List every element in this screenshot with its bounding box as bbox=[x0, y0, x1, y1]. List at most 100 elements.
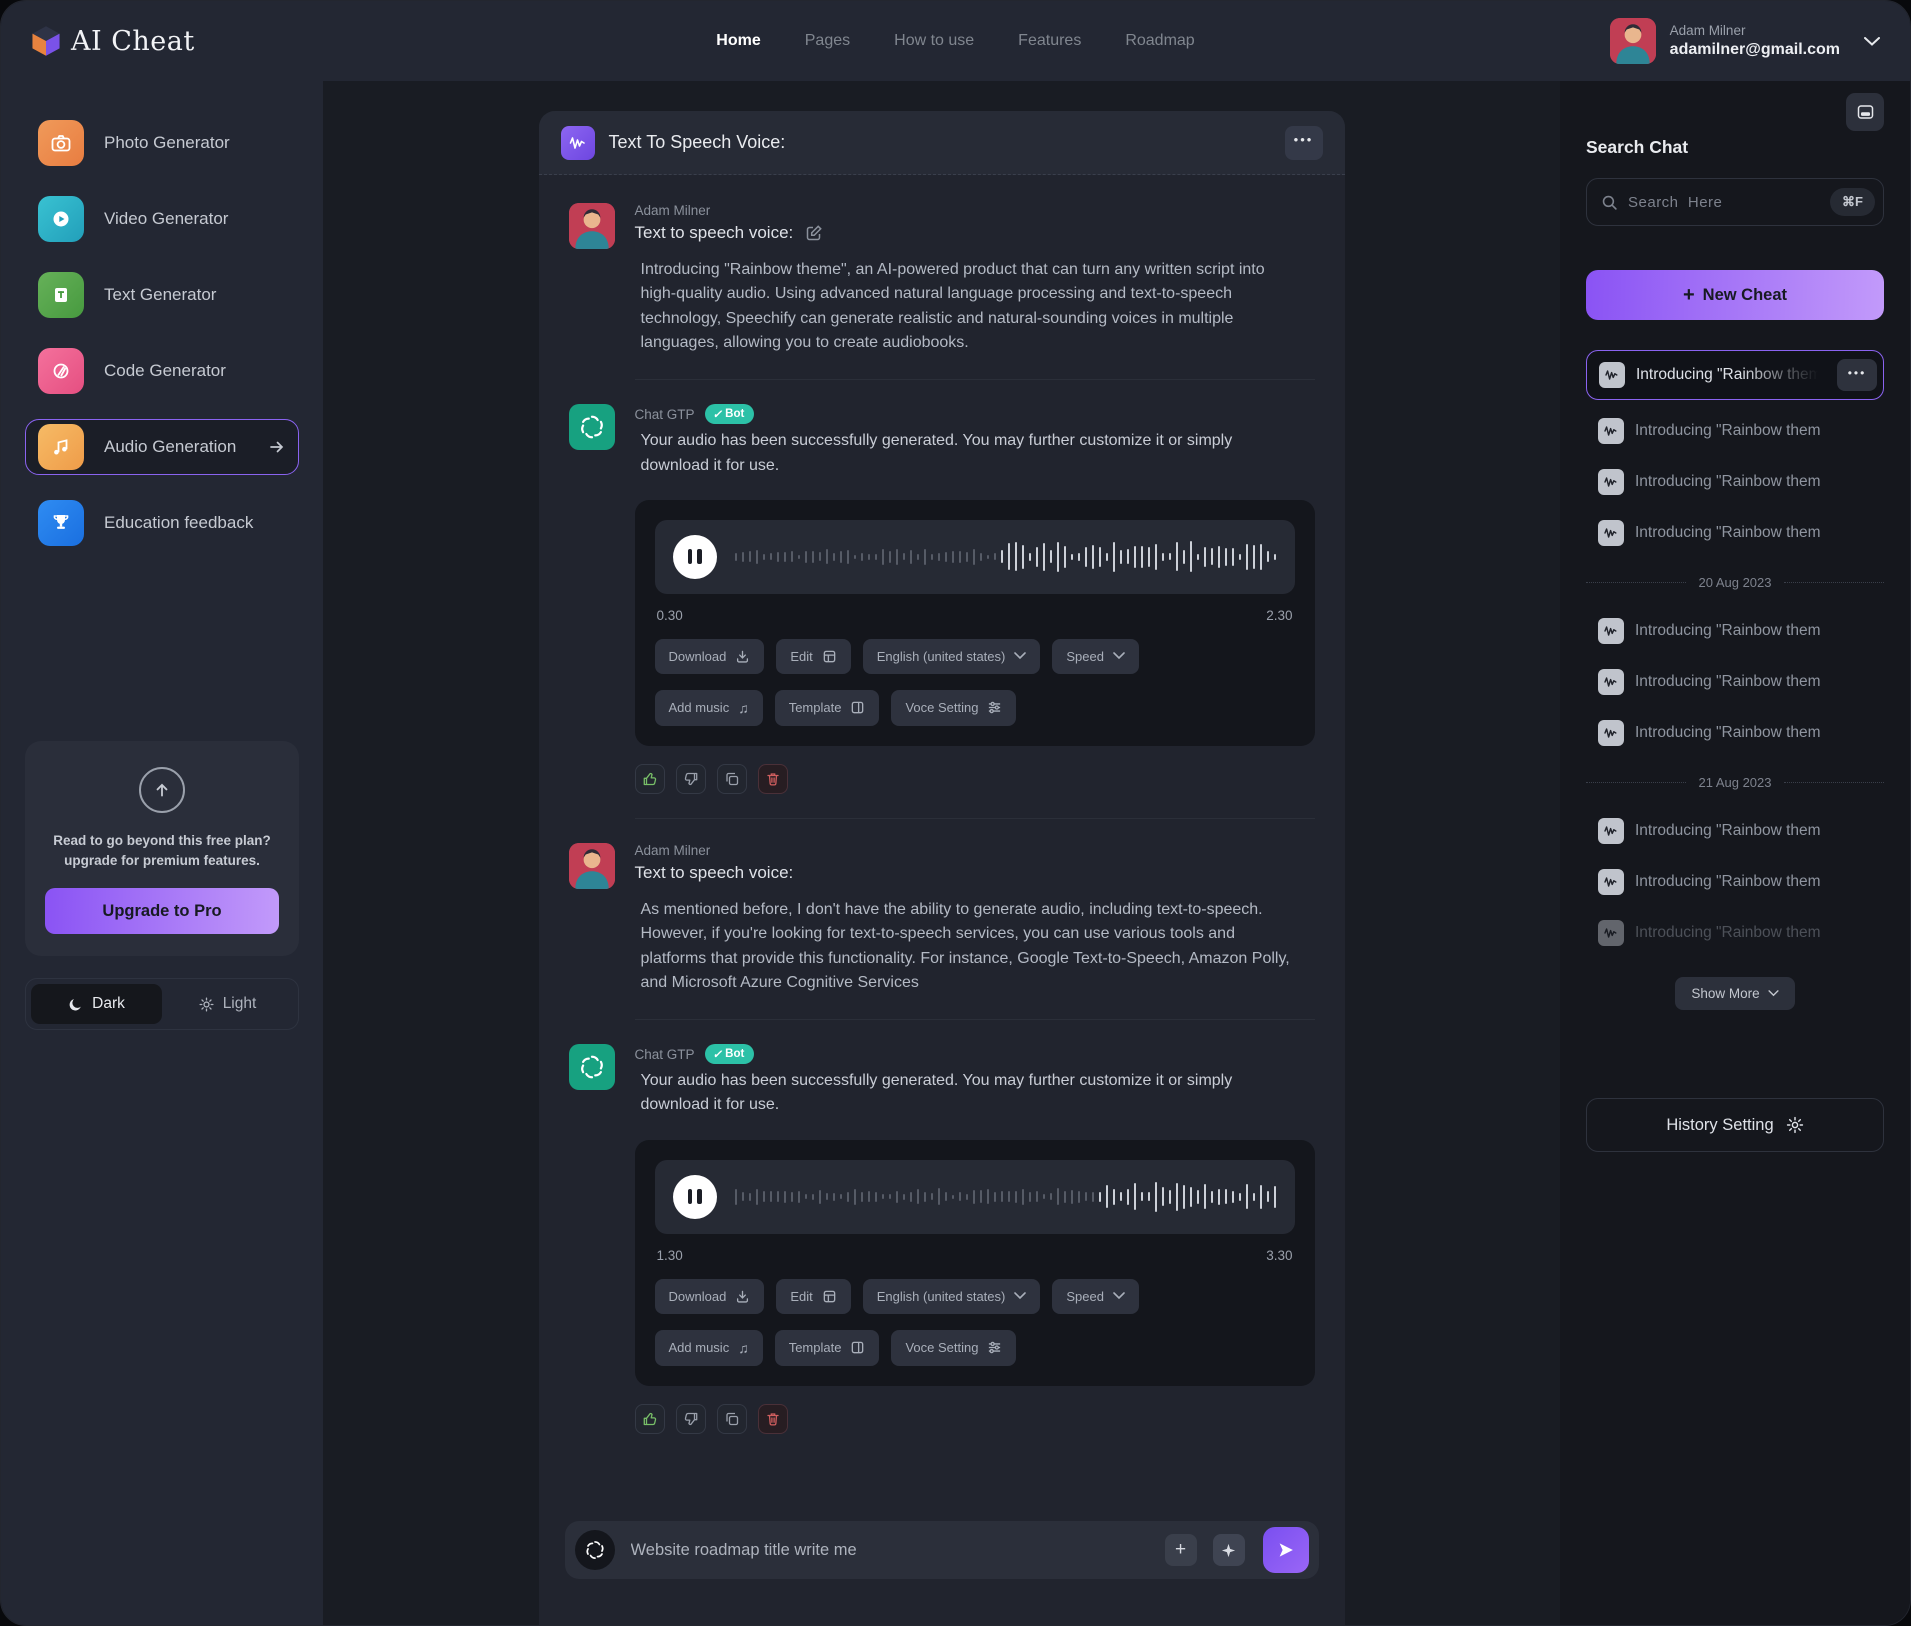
language-select[interactable]: English (united states) bbox=[862, 1278, 1041, 1314]
current-time: 0.30 bbox=[656, 607, 683, 623]
waveform-icon bbox=[1598, 818, 1624, 844]
chat-options-button[interactable]: ••• bbox=[1284, 125, 1323, 160]
message-body: Your audio has been successfully generat… bbox=[640, 432, 1233, 474]
chevron-down-icon bbox=[1768, 990, 1779, 997]
voice-setting-button[interactable]: Voce Setting bbox=[891, 689, 1017, 726]
edit-button[interactable]: Edit bbox=[776, 1278, 851, 1314]
sidebar-item-label: Audio Generation bbox=[104, 437, 237, 456]
sidebar-item-code-generator[interactable]: Code Generator bbox=[25, 343, 299, 399]
send-button[interactable] bbox=[1262, 1527, 1309, 1573]
history-item[interactable]: Introducing "Rainbow them bbox=[1586, 411, 1884, 451]
chevron-down-icon[interactable] bbox=[1864, 36, 1880, 46]
thumbs-down-button[interactable] bbox=[675, 1403, 706, 1434]
sidebar-item-video-generator[interactable]: Video Generator bbox=[25, 191, 299, 247]
language-select[interactable]: English (united states) bbox=[862, 638, 1041, 674]
nav-link-features[interactable]: Features bbox=[1018, 32, 1082, 49]
copy-button[interactable] bbox=[716, 1403, 747, 1434]
delete-button[interactable] bbox=[757, 763, 788, 794]
history-item[interactable]: Introducing "Rainbow them bbox=[1586, 611, 1884, 651]
history-item-active[interactable]: Introducing "Rainbow theme", a ••• bbox=[1586, 350, 1884, 400]
chevron-down-icon bbox=[1014, 652, 1027, 660]
chevron-down-icon bbox=[1113, 652, 1125, 660]
message-subtitle: Text to speech voice: bbox=[635, 223, 1315, 243]
sidebar-item-education-feedback[interactable]: Education feedback bbox=[25, 495, 299, 551]
sidebar-item-label: Education feedback bbox=[104, 513, 254, 532]
add-music-button[interactable]: Add music ♫ bbox=[654, 1329, 763, 1366]
prompt-input-bar: + bbox=[564, 1521, 1319, 1579]
sun-icon bbox=[199, 997, 214, 1012]
waveform-icon bbox=[560, 125, 595, 160]
message-author: Adam Milner bbox=[634, 203, 711, 218]
speed-select[interactable]: Speed bbox=[1052, 1278, 1139, 1314]
audio-waveform[interactable] bbox=[734, 1160, 1277, 1234]
nav-link-home[interactable]: Home bbox=[716, 32, 761, 49]
search-icon bbox=[1601, 194, 1618, 211]
waveform-icon bbox=[1598, 669, 1624, 695]
thumbs-up-button[interactable] bbox=[634, 763, 665, 794]
check-icon: ✓ bbox=[712, 409, 723, 422]
history-item[interactable]: Introducing "Rainbow them bbox=[1586, 462, 1884, 502]
delete-button[interactable] bbox=[757, 1403, 788, 1434]
sidebar-item-photo-generator[interactable]: Photo Generator bbox=[25, 115, 299, 171]
message-author-row: Chat GTP ✓ Bot bbox=[635, 1044, 1315, 1065]
waveform-icon bbox=[1598, 418, 1624, 444]
avatar bbox=[568, 842, 615, 889]
copy-button[interactable] bbox=[716, 763, 747, 794]
audio-waveform[interactable] bbox=[734, 520, 1277, 594]
theme-dark-button[interactable]: Dark bbox=[31, 984, 162, 1025]
nav-link-roadmap[interactable]: Roadmap bbox=[1125, 32, 1195, 49]
nav-link-how-to-use[interactable]: How to use bbox=[894, 32, 975, 49]
total-time: 3.30 bbox=[1266, 1247, 1293, 1263]
user-menu[interactable]: Adam Milner adamilner@gmail.com bbox=[1609, 18, 1880, 64]
history-item[interactable]: Introducing "Rainbow them bbox=[1586, 811, 1884, 851]
user-info: Adam Milner adamilner@gmail.com bbox=[1670, 23, 1840, 59]
nav-link-pages[interactable]: Pages bbox=[804, 32, 851, 49]
search-input[interactable] bbox=[1628, 193, 1821, 211]
history-item[interactable]: Introducing "Rainbow them bbox=[1586, 513, 1884, 553]
sidebar-item-text-generator[interactable]: Text Generator bbox=[25, 267, 299, 323]
sidebar-item-audio-generation[interactable]: Audio Generation bbox=[25, 419, 299, 475]
moon-icon bbox=[68, 997, 83, 1012]
add-music-button[interactable]: Add music ♫ bbox=[654, 689, 763, 726]
history-item[interactable]: Introducing "Rainbow them bbox=[1586, 862, 1884, 902]
template-icon bbox=[852, 1341, 864, 1354]
history-setting-button[interactable]: History Setting bbox=[1586, 1098, 1884, 1152]
history-item[interactable]: Introducing "Rainbow them bbox=[1586, 713, 1884, 753]
new-cheat-button[interactable]: + New Cheat bbox=[1586, 270, 1884, 320]
message-body: Your audio has been successfully generat… bbox=[640, 1072, 1233, 1114]
message-divider bbox=[634, 817, 1315, 819]
date-separator: 20 Aug 2023 bbox=[1586, 575, 1884, 590]
chevron-down-icon bbox=[1113, 1292, 1125, 1300]
prompt-input[interactable] bbox=[630, 1540, 1149, 1560]
history-item[interactable]: Introducing "Rainbow them bbox=[1586, 913, 1884, 953]
theme-toggle: Dark Light bbox=[25, 978, 299, 1031]
attach-plus-button[interactable]: + bbox=[1164, 1534, 1197, 1566]
download-button[interactable]: Download bbox=[654, 638, 765, 674]
template-button[interactable]: Template bbox=[774, 689, 880, 726]
history-item-options-button[interactable]: ••• bbox=[1837, 359, 1877, 391]
total-time: 2.30 bbox=[1266, 607, 1293, 623]
pause-button[interactable] bbox=[672, 534, 717, 579]
sparkle-button[interactable] bbox=[1212, 1534, 1245, 1566]
brand-logo[interactable]: AI Cheat bbox=[31, 25, 195, 57]
voice-setting-button[interactable]: Voce Setting bbox=[891, 1329, 1017, 1366]
download-icon bbox=[737, 650, 749, 663]
theme-light-button[interactable]: Light bbox=[162, 984, 293, 1024]
pause-button[interactable] bbox=[672, 1174, 717, 1219]
edit-button[interactable]: Edit bbox=[776, 638, 851, 674]
collapse-panel-button[interactable] bbox=[1846, 93, 1884, 131]
edit-message-button[interactable] bbox=[805, 224, 823, 242]
text-generator-icon bbox=[38, 272, 84, 318]
upgrade-to-pro-button[interactable]: Upgrade to Pro bbox=[45, 888, 279, 935]
show-more-button[interactable]: Show More bbox=[1675, 977, 1795, 1010]
cube-logo-icon bbox=[31, 25, 61, 57]
sidebar-item-label: Video Generator bbox=[104, 209, 229, 228]
download-button[interactable]: Download bbox=[654, 1278, 765, 1314]
bot-badge: ✓ Bot bbox=[704, 404, 755, 425]
thumbs-down-button[interactable] bbox=[675, 763, 706, 794]
audio-player: 0.30 2.30 Download Edit bbox=[634, 499, 1315, 746]
template-button[interactable]: Template bbox=[774, 1329, 880, 1366]
history-item[interactable]: Introducing "Rainbow them bbox=[1586, 662, 1884, 702]
thumbs-up-button[interactable] bbox=[634, 1403, 665, 1434]
speed-select[interactable]: Speed bbox=[1052, 638, 1139, 674]
